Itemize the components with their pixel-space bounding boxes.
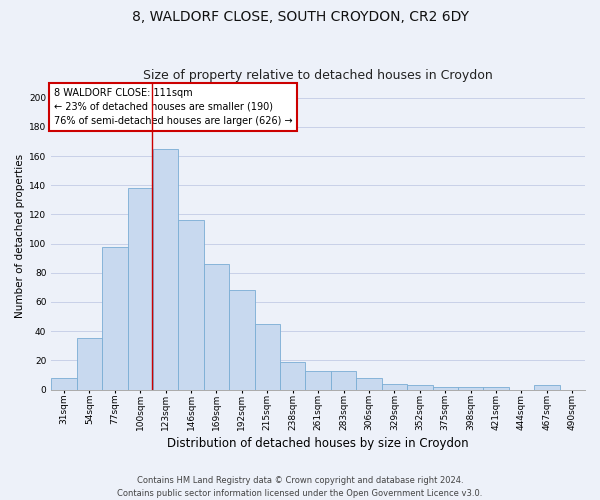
Bar [331,370,356,390]
Text: Contains HM Land Registry data © Crown copyright and database right 2024.
Contai: Contains HM Land Registry data © Crown c… [118,476,482,498]
Bar [153,149,178,390]
Bar [102,246,128,390]
Text: 8 WALDORF CLOSE: 111sqm
← 23% of detached houses are smaller (190)
76% of semi-d: 8 WALDORF CLOSE: 111sqm ← 23% of detache… [54,88,293,126]
Bar [128,188,153,390]
Bar [484,386,509,390]
Bar [254,324,280,390]
Bar [51,378,77,390]
Bar [204,264,229,390]
Bar [356,378,382,390]
Bar [178,220,204,390]
Bar [229,290,254,390]
Bar [407,385,433,390]
Bar [458,386,484,390]
Bar [433,386,458,390]
Title: Size of property relative to detached houses in Croydon: Size of property relative to detached ho… [143,69,493,82]
Bar [77,338,102,390]
Bar [305,370,331,390]
Y-axis label: Number of detached properties: Number of detached properties [15,154,25,318]
Bar [382,384,407,390]
Bar [280,362,305,390]
Bar [534,385,560,390]
X-axis label: Distribution of detached houses by size in Croydon: Distribution of detached houses by size … [167,437,469,450]
Text: 8, WALDORF CLOSE, SOUTH CROYDON, CR2 6DY: 8, WALDORF CLOSE, SOUTH CROYDON, CR2 6DY [131,10,469,24]
